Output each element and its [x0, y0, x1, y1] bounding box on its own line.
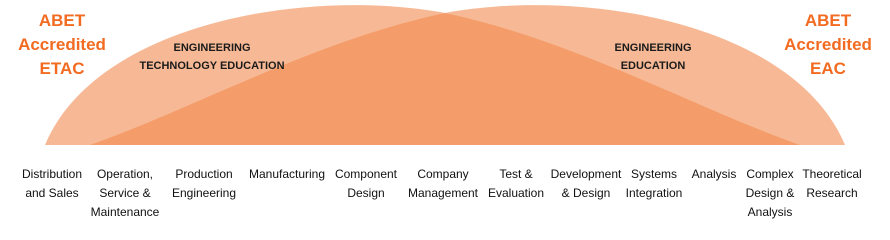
spectrum-item-line: Research: [806, 186, 857, 200]
spectrum-item-line: Design &: [746, 186, 795, 200]
spectrum-item-line: Service &: [99, 186, 150, 200]
spectrum-item-line: Maintenance: [91, 205, 160, 219]
engineering-curve: [90, 5, 845, 145]
spectrum-item: Development & Design: [551, 167, 622, 200]
spectrum-item: Production Engineering: [172, 167, 236, 200]
spectrum-item: Test & Evaluation: [488, 167, 544, 200]
region-label-line: ENGINEERING: [614, 42, 691, 54]
region-label-line: TECHNOLOGY EDUCATION: [139, 60, 284, 72]
spectrum-item-line: Design: [347, 186, 384, 200]
spectrum-item: Component Design: [335, 167, 398, 200]
region-label: ENGINEERING TECHNOLOGY EDUCATION: [139, 42, 284, 72]
spectrum-item-line: Systems: [631, 167, 677, 181]
spectrum-item-line: Production: [175, 167, 232, 181]
spectrum-item-line: Manufacturing: [249, 167, 325, 181]
left-label: ABET Accredited ETAC: [18, 11, 106, 78]
spectrum-item: Complex Design & Analysis: [746, 167, 795, 219]
spectrum-item-line: Component: [335, 167, 398, 181]
spectrum-item: Manufacturing: [249, 167, 325, 181]
spectrum-item-line: Engineering: [172, 186, 236, 200]
right-label-line: ABET: [805, 11, 852, 30]
left-label-line: ABET: [39, 11, 86, 30]
spectrum-item: Company Management: [408, 167, 479, 200]
spectrum-item-line: Distribution: [22, 167, 82, 181]
spectrum-item-line: and Sales: [25, 186, 78, 200]
right-label: ABET Accredited EAC: [784, 11, 872, 78]
spectrum-item-line: Integration: [626, 186, 683, 200]
spectrum-item-line: Complex: [746, 167, 793, 181]
spectrum-item-line: Operation,: [97, 167, 153, 181]
spectrum-item-line: Analysis: [692, 167, 737, 181]
spectrum-item-line: Development: [551, 167, 622, 181]
spectrum-item-line: Company: [417, 167, 468, 181]
diagram: ABET Accredited ETAC ABET Accredited EAC ENGIN…: [18, 5, 872, 219]
left-label-line: Accredited: [18, 35, 106, 54]
region-label-line: EDUCATION: [621, 60, 686, 72]
spectrum-item-line: Management: [408, 186, 479, 200]
spectrum-item-line: Test &: [499, 167, 532, 181]
spectrum-item-line: Analysis: [748, 205, 793, 219]
left-label-line: ETAC: [39, 59, 84, 78]
right-label-line: Accredited: [784, 35, 872, 54]
spectrum-item: Distribution and Sales: [22, 167, 82, 200]
region-label: ENGINEERING EDUCATION: [614, 42, 691, 72]
spectrum-item: Theoretical Research: [802, 167, 861, 200]
spectrum-item: Analysis: [692, 167, 737, 181]
region-label-line: ENGINEERING: [173, 42, 250, 54]
spectrum-item-line: & Design: [562, 186, 611, 200]
spectrum-item: Systems Integration: [626, 167, 683, 200]
spectrum-item: Operation, Service & Maintenance: [91, 167, 160, 219]
spectrum-item-line: Theoretical: [802, 167, 861, 181]
right-label-line: EAC: [810, 59, 846, 78]
spectrum-item-line: Evaluation: [488, 186, 544, 200]
